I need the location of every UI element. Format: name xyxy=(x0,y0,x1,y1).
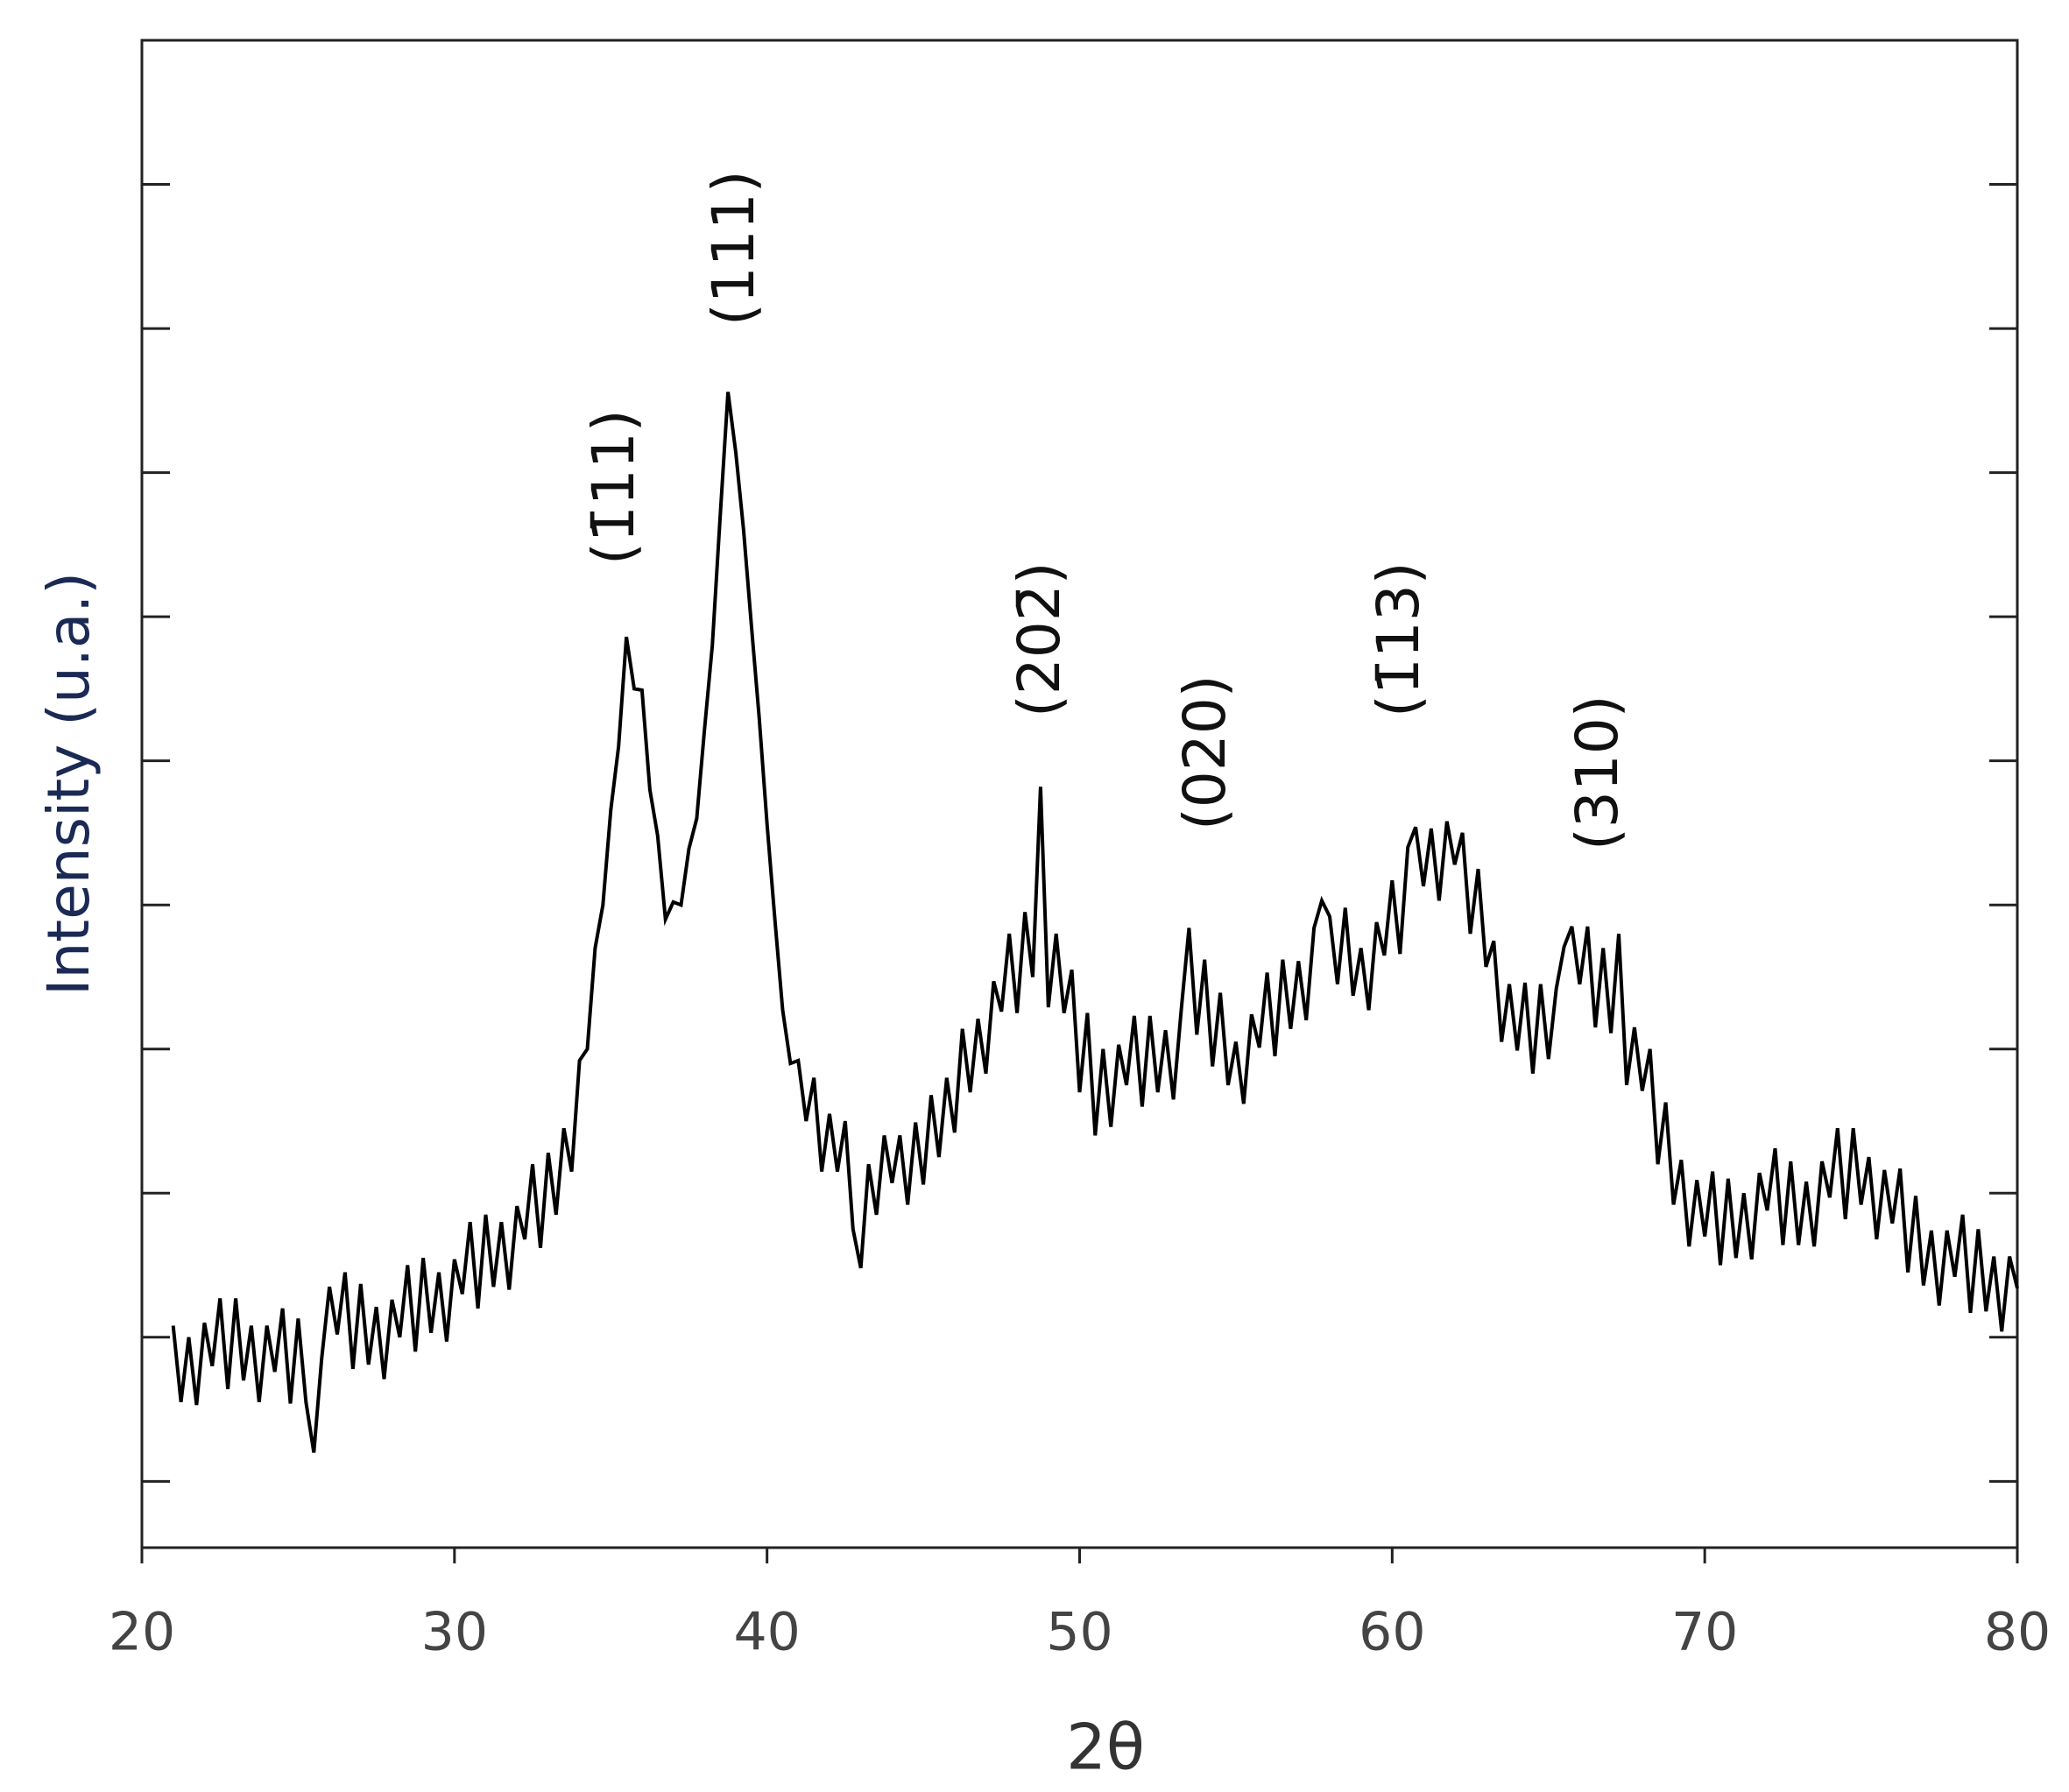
x-axis-label: 2θ xyxy=(1066,1711,1145,1784)
y-axis-label: Intensity (u.a.) xyxy=(35,572,102,996)
x-tick-label: 70 xyxy=(1671,1602,1738,1663)
x-tick-label: 20 xyxy=(109,1602,175,1663)
x-tick-label: 80 xyxy=(1984,1602,2051,1663)
peak-label: (202̄) xyxy=(1006,562,1073,717)
x-tick-label: 50 xyxy=(1046,1602,1112,1663)
peak-label: (1̄11) xyxy=(580,410,647,565)
data-line xyxy=(171,392,2019,1453)
peak-label: (1̄13) xyxy=(1365,562,1432,717)
x-tick-label: 30 xyxy=(421,1602,488,1663)
plot-frame xyxy=(140,39,2019,1549)
x-tick-label: 60 xyxy=(1359,1602,1425,1663)
peak-label: (310) xyxy=(1564,695,1631,850)
peak-label: (020) xyxy=(1171,675,1239,830)
peak-label: (111) xyxy=(700,171,767,326)
x-tick-label: 40 xyxy=(733,1602,800,1663)
